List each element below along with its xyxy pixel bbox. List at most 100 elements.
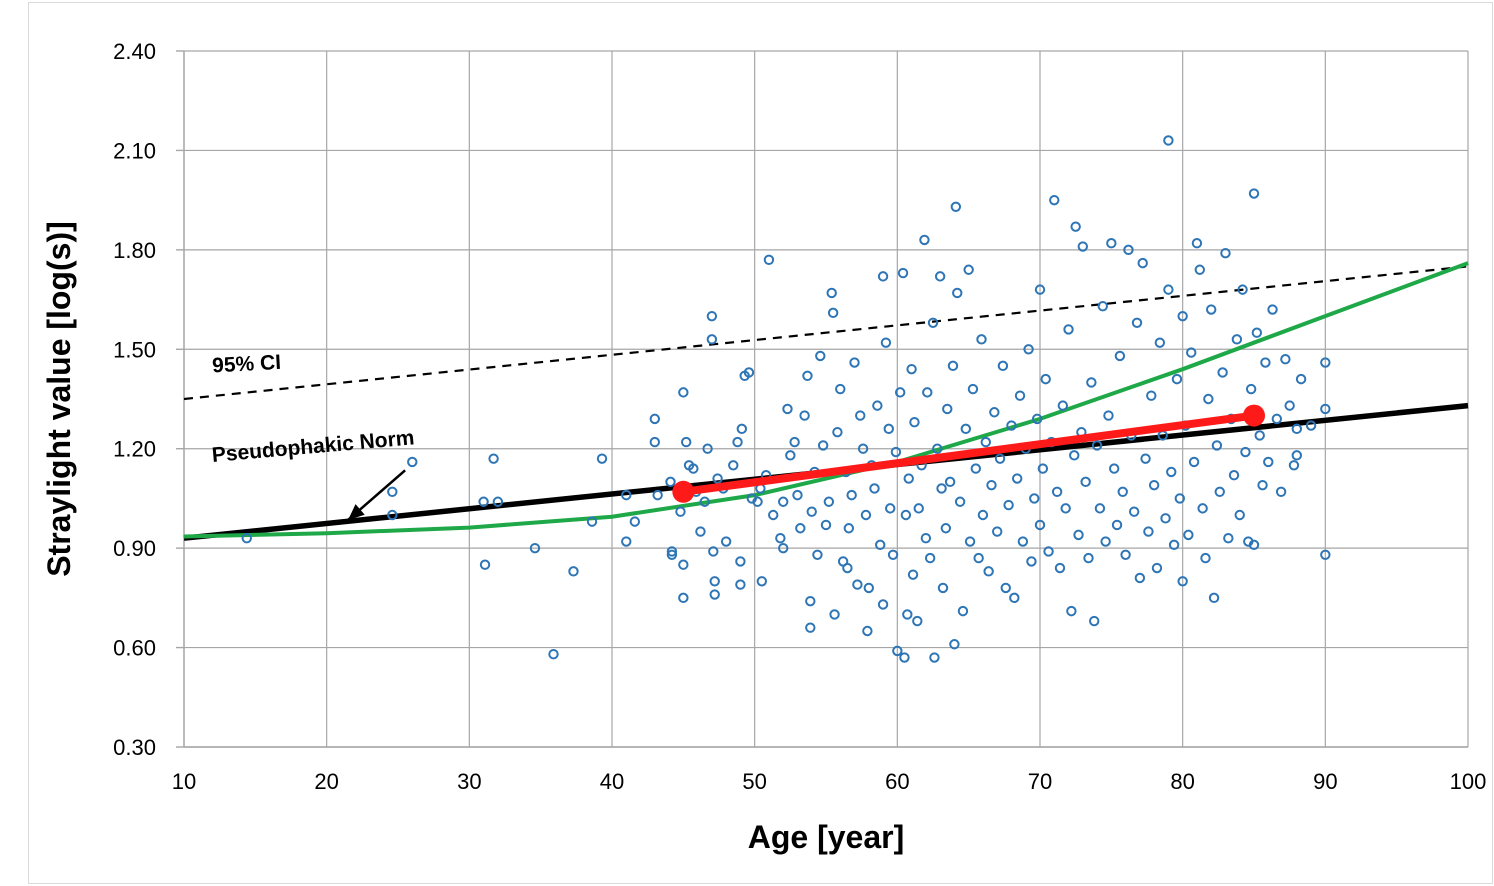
scatter-point	[929, 652, 940, 663]
scatter-point	[1223, 533, 1234, 544]
scatter-point	[775, 533, 786, 544]
scatter-point	[900, 509, 912, 521]
scatter-point	[652, 489, 663, 501]
scatter-point	[778, 496, 789, 507]
scatter-point	[789, 436, 800, 448]
scatter-point	[678, 387, 689, 398]
scatter-point	[940, 523, 952, 534]
chart-background	[28, 2, 1493, 884]
scatter-point	[812, 549, 823, 560]
scatter-point	[568, 566, 579, 577]
scatter-point	[1077, 241, 1089, 252]
scatter-point	[709, 589, 720, 600]
scatter-point	[1066, 605, 1077, 617]
scatter-point	[960, 423, 972, 435]
scatter-point	[1168, 539, 1180, 551]
scatter-point	[909, 417, 920, 428]
scatter-point	[826, 287, 837, 299]
scatter-point	[802, 370, 813, 381]
scatter-point	[768, 509, 779, 521]
scatter-point	[735, 579, 746, 590]
segment-end-dot	[1243, 404, 1265, 427]
scatter-point	[1014, 390, 1026, 401]
scatter-point	[736, 423, 748, 435]
scatter-point	[967, 383, 979, 395]
scatter-point	[1094, 503, 1106, 514]
scatter-point	[666, 546, 678, 557]
ci-dashed-line	[183, 265, 1469, 401]
scatter-point	[1017, 536, 1029, 547]
scatter-point	[963, 264, 974, 275]
scatter-point	[621, 536, 632, 547]
scatter-point	[1106, 238, 1117, 249]
scatter-point	[994, 453, 1006, 464]
scatter-point	[1128, 506, 1140, 517]
scatter-point	[1320, 403, 1331, 415]
scatter-point	[919, 234, 930, 246]
scatter-point	[709, 576, 720, 587]
scatter-point	[1146, 390, 1157, 401]
scatter-point	[823, 496, 835, 507]
scatter-point	[885, 503, 896, 514]
scatter-point	[1154, 337, 1166, 348]
scatter-point	[706, 310, 718, 322]
scatter-point	[778, 542, 789, 554]
scatter-point	[1234, 509, 1245, 521]
scatter-point	[1120, 549, 1131, 560]
scatter-point	[1143, 526, 1154, 537]
scatter-point	[944, 476, 956, 488]
scatter-point	[586, 516, 598, 527]
scatter-point	[932, 443, 943, 454]
scatter-point	[843, 523, 855, 534]
scatter-point	[478, 496, 489, 507]
scatter-point	[887, 549, 899, 560]
scatter-point	[977, 509, 989, 521]
scatter-point	[1263, 456, 1274, 468]
scatter-point	[407, 456, 418, 468]
scatter-point	[712, 473, 723, 484]
scatter-point	[937, 582, 949, 594]
scatter-point	[1183, 529, 1194, 541]
scatter-point	[1177, 310, 1188, 322]
scatter-point	[1284, 400, 1295, 411]
scatter-point	[875, 539, 886, 551]
scatter-point	[835, 383, 846, 395]
scatter-point	[665, 476, 676, 488]
x-tick-label: 90	[1313, 769, 1337, 794]
scatter-point	[890, 446, 902, 458]
scatter-point	[1203, 393, 1214, 405]
scatter-point	[1291, 450, 1303, 461]
scatter-point	[877, 599, 889, 610]
scatter-point	[795, 523, 806, 534]
scatter-point	[927, 317, 939, 328]
scatter-point	[1197, 503, 1208, 514]
scatter-point	[1006, 420, 1017, 431]
scatter-point	[1228, 470, 1240, 481]
scatter-point	[1288, 460, 1300, 471]
scatter-point	[869, 483, 880, 494]
scatter-point	[877, 271, 889, 282]
scatter-point	[629, 516, 641, 527]
scatter-point	[1254, 430, 1265, 441]
scatter-point	[1043, 546, 1054, 557]
scatter-point	[706, 334, 718, 345]
scatter-point	[906, 363, 917, 375]
y-tick-label: 1.80	[113, 238, 156, 263]
scatter-point	[1009, 592, 1020, 604]
scatter-point	[942, 403, 953, 415]
scatter-point	[863, 582, 874, 594]
scatter-point	[1040, 373, 1051, 385]
scatter-point	[743, 367, 755, 378]
scatter-point	[806, 506, 817, 517]
scatter-point	[1031, 413, 1043, 425]
scatter-point	[387, 509, 398, 521]
scatter-point	[1237, 284, 1248, 295]
scatter-point	[907, 569, 919, 580]
x-tick-label: 80	[1170, 769, 1194, 794]
x-tick-label: 10	[172, 769, 196, 794]
scatter-point	[649, 413, 660, 425]
scatter-point	[1208, 592, 1220, 604]
scatter-point	[1034, 284, 1046, 295]
scatter-point	[1148, 479, 1160, 491]
scatter-point	[1003, 499, 1014, 511]
